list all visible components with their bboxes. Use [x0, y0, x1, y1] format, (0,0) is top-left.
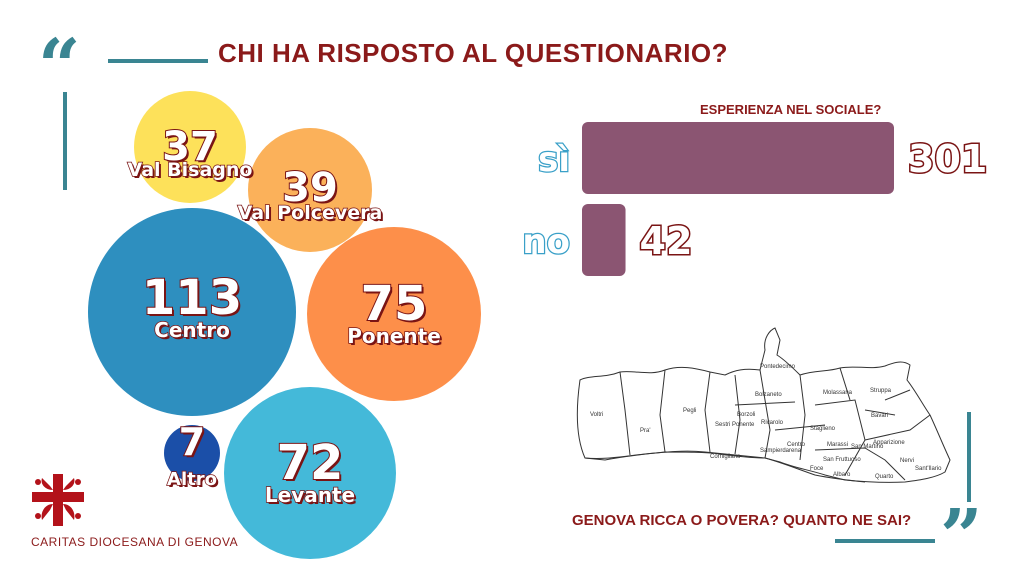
- map-district-label: Quarto: [875, 474, 894, 480]
- subtitle-divider-line: [835, 539, 935, 543]
- map-outline: [576, 327, 951, 483]
- map-district-label: Sestri Ponente: [715, 422, 755, 428]
- map-district-label: Pegli: [683, 408, 696, 414]
- bubble-value-altro: 7: [178, 420, 206, 464]
- bar-si: [582, 122, 894, 194]
- map-district-label: San Fruttuoso: [823, 457, 861, 463]
- map-district-label: Borzoli: [737, 412, 755, 418]
- map-district-label: Centro: [787, 442, 806, 448]
- title-divider-line: [108, 59, 208, 63]
- bubble-label-altro: Altro: [166, 469, 217, 490]
- map-district-label: Sampierdarena: [760, 448, 802, 454]
- bar-chart-title: ESPERIENZA NEL SOCIALE?: [700, 102, 882, 117]
- page-title: CHI HA RISPOSTO AL QUESTIONARIO?: [218, 38, 729, 68]
- bubble-label-val-polcevera: Val Polcevera: [237, 202, 383, 224]
- bubble-value-levante: 72: [276, 435, 345, 491]
- map-district-label: Molassana: [823, 390, 853, 396]
- map-district-label: Bolzaneto: [755, 392, 782, 398]
- bubble-label-val-bisagno: Val Bisagno: [127, 159, 253, 181]
- bubble-ponente: [307, 227, 481, 401]
- bubble-value-val-bisagno: 37: [161, 124, 219, 170]
- map-district-label: Nervi: [900, 458, 914, 464]
- map-district-label: Pontedecimo: [760, 364, 796, 370]
- bar-category-label: no: [522, 222, 570, 262]
- bar-category-label: sì: [538, 140, 570, 180]
- bubble-val-polcevera: [248, 128, 372, 252]
- organization-name: CARITAS DIOCESANA DI GENOVA: [31, 535, 239, 549]
- map-district-label: Struppa: [870, 388, 892, 394]
- subtitle: GENOVA RICCA O POVERA? QUANTO NE SAI?: [572, 512, 912, 529]
- map-district-label: Pra': [640, 428, 650, 434]
- map-district-label: Apparizione: [873, 440, 905, 446]
- bubble-label-levante: Levante: [264, 483, 356, 507]
- open-quote-icon: “: [38, 24, 81, 110]
- genova-map: Voltri Pra' Pegli Sestri Ponente Cornigl…: [576, 327, 951, 483]
- bar-no: [582, 204, 626, 276]
- map-district-label: Albaro: [833, 472, 851, 478]
- bar-chart: sì 301 no 42: [521, 122, 989, 276]
- bar-value-label: 301: [908, 137, 987, 181]
- map-district-label: San Martino: [851, 444, 884, 450]
- bubble-value-val-polcevera: 39: [281, 165, 339, 211]
- bubble-centro: [88, 208, 296, 416]
- left-vertical-line: [63, 92, 67, 190]
- bubble-value-ponente: 75: [360, 276, 429, 332]
- map-district-label: Staglieno: [810, 426, 836, 432]
- map-district-label: Sant'Ilario: [915, 466, 942, 472]
- bubble-value-centro: 113: [141, 270, 243, 326]
- bubble-altro: [164, 425, 220, 481]
- bubble-levante: [224, 387, 396, 559]
- map-district-label: Voltri: [590, 412, 603, 418]
- close-quote-icon: ”: [940, 494, 983, 576]
- bubble-val-bisagno: [134, 91, 246, 203]
- map-district-label: Rivarolo: [761, 420, 784, 426]
- bubble-label-centro: Centro: [153, 318, 230, 342]
- map-district-label: Marassi: [827, 442, 848, 448]
- bubble-label-ponente: Ponente: [346, 324, 441, 348]
- right-vertical-line: [967, 412, 971, 502]
- map-district-label: Bavari: [871, 413, 888, 419]
- map-district-label: Cornigliano: [710, 454, 741, 460]
- caritas-logo-icon: [32, 474, 84, 526]
- coastline: [584, 450, 866, 483]
- map-district-label: Foce: [810, 466, 824, 472]
- bar-value-label: 42: [640, 219, 693, 263]
